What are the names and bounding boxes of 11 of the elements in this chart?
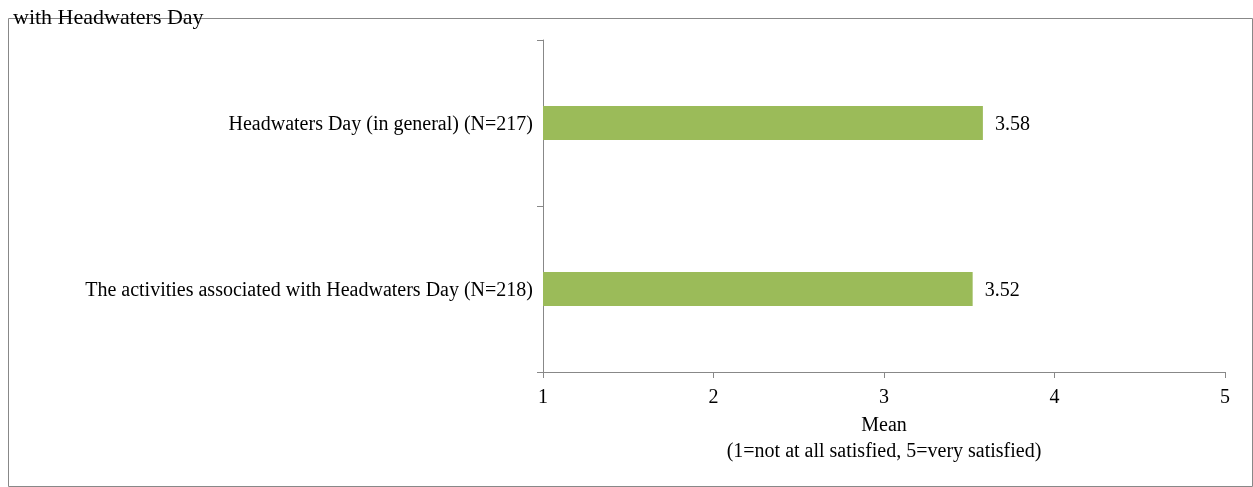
text: with Headwaters Day (13, 3, 204, 29)
y-tick-label: The activities associated with Headwaters Day (N=218) (85, 278, 533, 301)
y-tick-label: Headwaters Day (in general) (N=217) (228, 112, 533, 135)
x-tick-label: 5 (1220, 385, 1230, 407)
x-axis-title: Mean (1=not at all satisfied, 5=very satisfied) (726, 412, 1042, 462)
data-label: 3.58 (994, 112, 1030, 134)
data-label: 3.52 (984, 278, 1020, 300)
x-tick-label: 3 (879, 385, 889, 407)
x-tick-label: 2 (708, 385, 719, 407)
x-tick-label: 4 (1049, 385, 1060, 407)
x-tick-label: 1 (538, 385, 548, 407)
